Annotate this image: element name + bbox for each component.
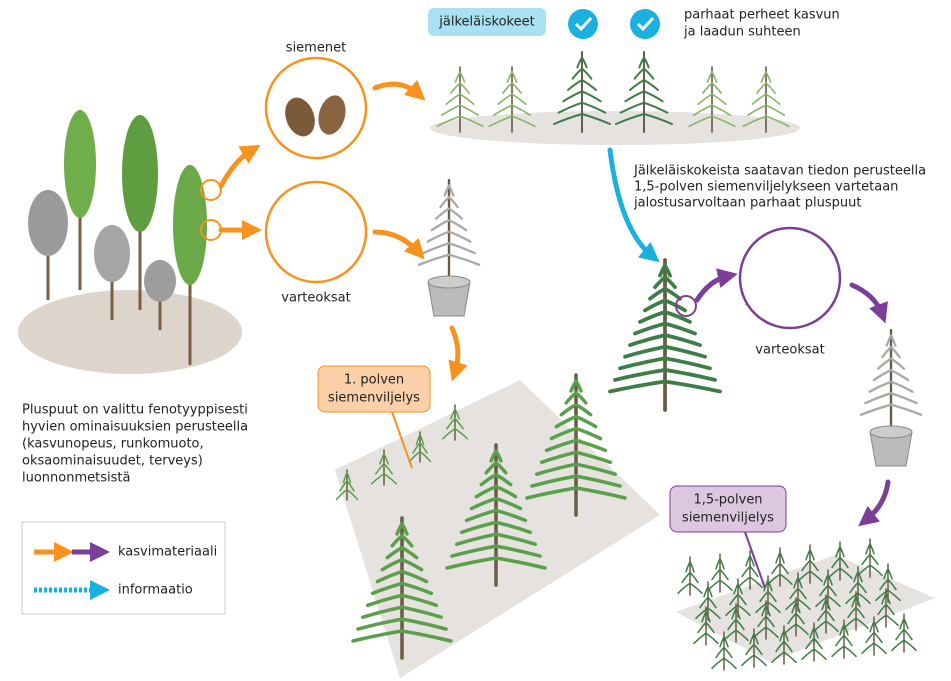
cuttings-label: varteoksat [281,291,350,306]
best-families: parhaat perheet kasvun [684,8,840,23]
pine [489,67,535,132]
plus-trees-text: oksaominaisuudet, terveys) [22,454,203,469]
cuttings-circle [266,182,366,282]
plus-trees-text: (kasvunopeus, runkomuoto, [22,437,204,452]
crown [94,225,130,282]
pine [708,554,732,592]
best-families: ja laadun suhteen [683,25,801,40]
arrow [866,482,888,520]
plus-trees-text: Pluspuut on valittu fenotyyppisesti [22,403,248,418]
orchard-1-label: 1. polven [344,373,404,388]
info-text: Jälkeläiskokeista saatavan tiedon perust… [633,164,926,179]
info-text: 1,5-polven siemenviljelykseen vartetaan [634,180,898,195]
pine [678,557,702,595]
seeds-label: siemenet [286,41,346,56]
pine [616,52,672,132]
crown [122,115,158,232]
pine [554,52,610,132]
branch-mark [201,180,221,200]
pine [858,539,882,577]
arrow [375,232,418,252]
pine [768,548,792,586]
arrow [375,84,418,94]
orchard-15-label: siemenviljelys [682,511,774,526]
pot-rim [870,426,912,438]
crown [28,190,68,256]
plus-trees-text: hyvien ominaisuuksien perusteella [22,420,248,435]
diagram: jälkeläiskokeet parhaat perheet kasvun j… [0,0,951,681]
arrow [221,150,252,186]
pine [689,67,735,132]
test-label: jälkeläiskokeet [438,15,534,30]
legend [22,522,225,614]
info-text: jalostusarvoltaan parhaat pluspuut [633,196,861,211]
check [568,9,598,39]
orchard-15-label: 1,5-polven [693,493,762,508]
check [630,9,660,39]
arrow [852,285,882,314]
test-ground [430,111,800,145]
cuttings-label: varteoksat [755,343,824,358]
pine [861,330,921,425]
seeds-circle [266,58,366,158]
pine [743,67,789,132]
orchard-1-label: siemenviljelys [328,391,420,406]
crown [64,110,96,218]
legend-label: kasvimateriaali [118,545,217,560]
forest-ground [18,290,242,374]
pine [892,614,916,652]
legend-label: informaatio [118,583,193,598]
pot-rim [428,276,470,288]
cuttings-circle-2 [740,228,840,328]
pine [419,180,479,275]
plus-trees-text: luonnonmetsistä [22,471,130,486]
pine [437,67,483,132]
pine [610,260,720,410]
arrow [697,276,728,300]
crown [144,260,176,302]
arrow [452,328,458,372]
